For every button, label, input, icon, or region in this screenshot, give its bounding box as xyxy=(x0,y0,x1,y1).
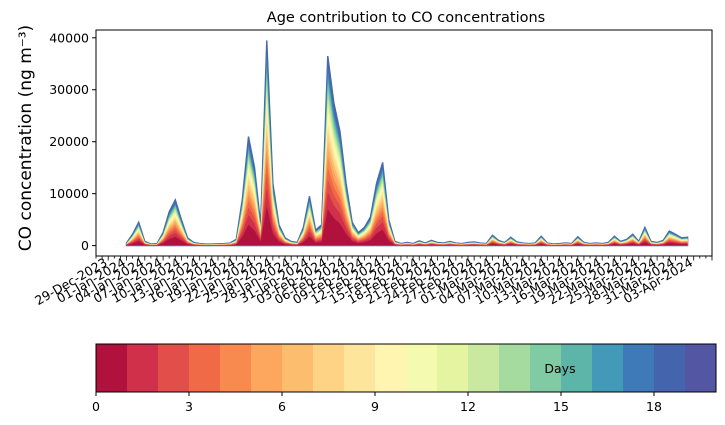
colorbar-segment xyxy=(96,344,128,392)
y-tick-label: 40000 xyxy=(49,30,89,45)
plot-frame xyxy=(95,29,713,257)
area-layer xyxy=(126,149,688,246)
colorbar-segment xyxy=(251,344,283,392)
y-tick-label: 10000 xyxy=(49,186,89,201)
area-layer xyxy=(126,97,688,246)
colorbar-segment xyxy=(654,344,686,392)
area-layer xyxy=(126,46,688,246)
y-axis: 0 10000 20000 30000 40000 xyxy=(49,30,96,253)
area-layer xyxy=(126,187,688,246)
colorbar-tick-label: 15 xyxy=(553,399,569,414)
colorbar-tick-label: 9 xyxy=(371,399,379,414)
chart-title: Age contribution to CO concentrations xyxy=(267,10,545,26)
colorbar-segment xyxy=(530,344,562,392)
colorbar-tick-label: 6 xyxy=(278,399,286,414)
colorbar-segment xyxy=(344,344,376,392)
area-layer xyxy=(126,64,688,246)
y-tick-label: 30000 xyxy=(49,82,89,97)
area-layer xyxy=(126,51,688,246)
colorbar-segment xyxy=(220,344,252,392)
area-layer xyxy=(126,130,688,246)
area-layer xyxy=(126,90,688,246)
colorbar-segment xyxy=(189,344,221,392)
colorbar-segment xyxy=(127,344,159,392)
area-layer xyxy=(126,206,688,246)
plot-area xyxy=(95,29,713,257)
colorbar-segment xyxy=(499,344,531,392)
colorbar-tick-label: 12 xyxy=(460,399,476,414)
colorbar-segment xyxy=(282,344,314,392)
area-layer xyxy=(126,57,688,246)
area-layer xyxy=(126,160,688,246)
colorbar-tick-label: 0 xyxy=(92,399,100,414)
colorbar-segment xyxy=(437,344,469,392)
area-layer xyxy=(126,139,688,246)
colorbar-label: Days xyxy=(544,361,575,376)
area-layer xyxy=(126,105,688,246)
colorbar-segment xyxy=(313,344,345,392)
area-layer xyxy=(126,113,688,246)
area-layer xyxy=(126,76,688,246)
colorbar-tick-label: 3 xyxy=(185,399,193,414)
x-axis: 29-Dec-202301-Jan-202404-Jan-202407-Jan-… xyxy=(32,255,713,308)
colorbar-segment xyxy=(685,344,717,392)
colorbar-segment xyxy=(592,344,624,392)
y-axis-label: CO concentration (ng m⁻³) xyxy=(16,25,36,251)
area-layer xyxy=(126,173,688,246)
colorbar-tick-label: 18 xyxy=(646,399,662,414)
colorbar-frame xyxy=(95,343,717,393)
area-layer xyxy=(126,70,688,246)
colorbar: 0 3 6 9 12 15 18 xyxy=(92,343,717,414)
area-layer xyxy=(125,40,689,247)
y-tick-label: 0 xyxy=(81,238,89,253)
colorbar-segment xyxy=(468,344,500,392)
colorbar-segment xyxy=(158,344,190,392)
colorbar-segment xyxy=(623,344,655,392)
y-tick-label: 20000 xyxy=(49,134,89,149)
area-layer xyxy=(126,83,688,246)
colorbar-segment xyxy=(406,344,438,392)
colorbar-segment xyxy=(561,344,593,392)
colorbar-segment xyxy=(375,344,407,392)
area-layer xyxy=(126,121,688,246)
